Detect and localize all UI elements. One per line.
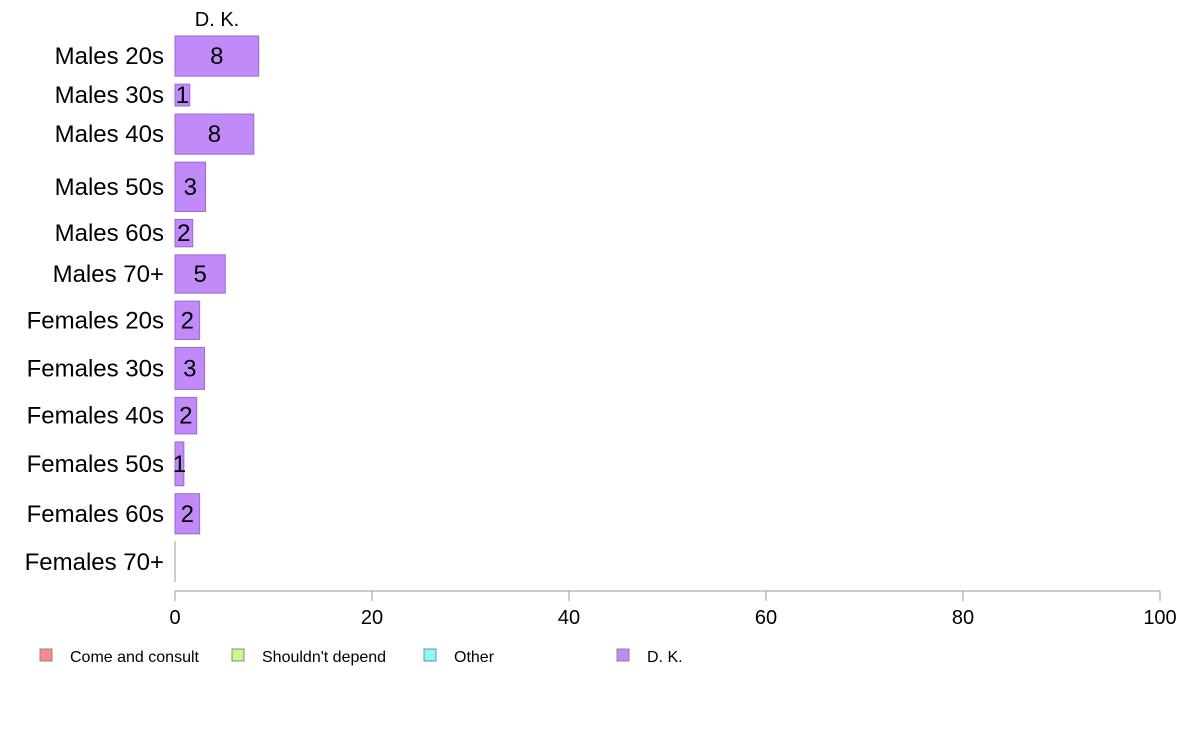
category-label: Females 60s: [27, 501, 164, 528]
legend-swatch: [616, 648, 630, 662]
category-label: Females 30s: [27, 355, 164, 382]
bar-segment: [174, 35, 260, 77]
category-labels-group: Males 20s Males 30s Males 40s Males 50s Male…: [25, 43, 164, 576]
bar-segment: [174, 441, 185, 487]
legend-swatch: [423, 648, 437, 662]
x-tick-label: 20: [361, 607, 383, 629]
category-label: Females 20s: [27, 307, 164, 334]
bar-segment: [174, 83, 191, 107]
x-tick-label: 100: [1143, 607, 1176, 629]
data-label: 1: [176, 82, 189, 109]
category-label: Males 50s: [55, 174, 164, 201]
category-label: Females 70+: [25, 549, 164, 576]
legend-label: Shouldn't depend: [262, 649, 386, 666]
category-label: Females 50s: [27, 451, 164, 478]
category-label: Females 40s: [27, 403, 164, 430]
data-label: 8: [210, 43, 223, 70]
data-label: 3: [184, 174, 197, 201]
bar-segment: [174, 346, 206, 390]
legend: Come and consult Shouldn't depend Other D. …: [39, 648, 683, 666]
x-tick-label: 0: [169, 607, 180, 629]
category-label: Males 70+: [53, 261, 164, 288]
bar-segment: [174, 396, 198, 435]
panel-title: D. K.: [195, 9, 239, 31]
x-tick-label: 80: [952, 607, 974, 629]
x-tick-label: 60: [755, 607, 777, 629]
x-tick-label: 40: [558, 607, 580, 629]
legend-label: D. K.: [647, 649, 683, 666]
legend-label: Come and consult: [70, 649, 200, 666]
data-label: 3: [183, 355, 196, 382]
data-label: 2: [177, 220, 190, 247]
legend-swatch: [39, 648, 53, 662]
legend-swatch: [231, 648, 245, 662]
category-label: Males 30s: [55, 82, 164, 109]
legend-label: Other: [454, 649, 495, 666]
data-label: 2: [179, 403, 192, 430]
data-label: 2: [181, 501, 194, 528]
category-label: Males 20s: [55, 43, 164, 70]
x-axis: 0 20 40 60 80 100: [169, 541, 1177, 629]
bar-segment: [174, 254, 226, 294]
category-label: Males 60s: [55, 220, 164, 247]
category-label: Males 40s: [55, 121, 164, 148]
bar-segment: [174, 493, 201, 535]
data-label: 1: [173, 451, 186, 478]
bar-segment: [174, 300, 201, 340]
data-label: 5: [193, 261, 206, 288]
bar-segment: [174, 113, 255, 155]
bar-segment: [174, 218, 194, 248]
data-label: 8: [208, 121, 221, 148]
data-label: 2: [181, 307, 194, 334]
bar-segment: [174, 161, 207, 212]
